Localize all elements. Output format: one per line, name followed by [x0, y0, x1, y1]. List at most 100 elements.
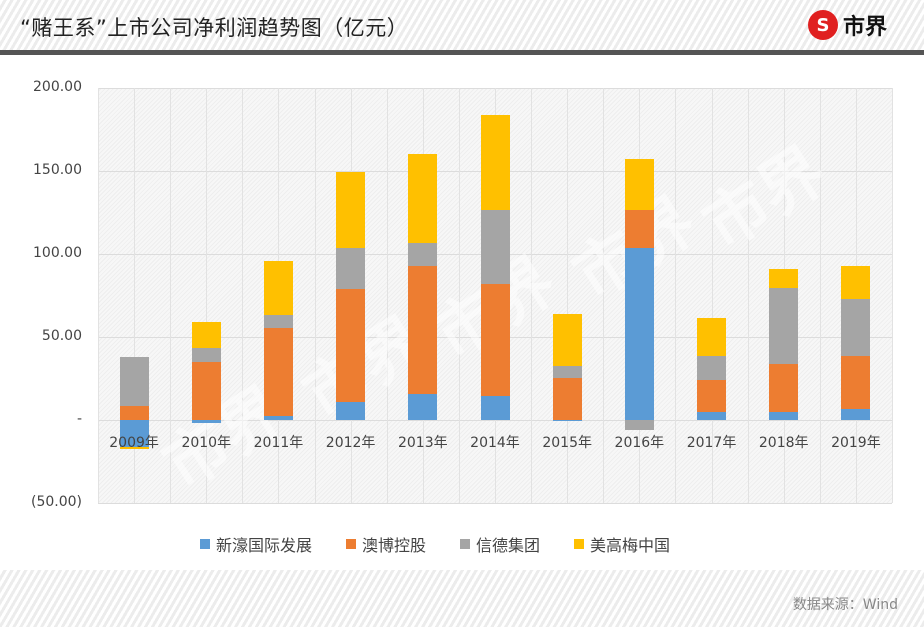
legend-swatch-icon [574, 539, 585, 549]
header-divider [0, 50, 924, 55]
page-title: “赌王系”上市公司净利润趋势图（亿元） [20, 16, 409, 40]
bar-segment [119, 406, 149, 420]
gridline-vertical [567, 88, 569, 503]
watermark: 市界 [691, 133, 840, 265]
bar-segment [263, 416, 293, 420]
bar-segment [769, 268, 799, 289]
y-tick-label: - [76, 411, 82, 427]
gridline-vertical [206, 88, 208, 503]
bar-segment [408, 265, 438, 394]
x-tick-label: 2017年 [686, 435, 737, 451]
gridline-vertical [892, 88, 893, 503]
x-tick-label: 2014年 [470, 435, 520, 451]
y-tick-label: 100.00 [33, 245, 82, 261]
brand-logo: S 市界 [808, 9, 887, 41]
x-tick-label: 2010年 [181, 435, 232, 451]
gridline-vertical [603, 88, 605, 503]
bar-segment [697, 355, 727, 380]
bar-segment [697, 412, 727, 420]
bar-segment [624, 420, 654, 430]
bar-segment [263, 328, 293, 416]
bar-segment [769, 412, 799, 420]
bar-segment [191, 420, 221, 424]
gridline-vertical [531, 88, 533, 503]
data-source: 数据来源：Wind [792, 597, 898, 613]
bar-segment [336, 248, 366, 290]
bar-segment [480, 395, 510, 420]
x-tick-label: 2011年 [253, 435, 304, 451]
bar-segment [336, 402, 366, 420]
bar-segment [624, 210, 654, 248]
legend-item: 澳博控股 [346, 532, 426, 556]
bar-segment [480, 284, 510, 396]
bar-segment [769, 364, 799, 413]
bar-segment [263, 314, 293, 329]
x-tick-label: 2018年 [758, 435, 809, 451]
legend: 新濠国际发展 澳博控股 信德集团 美高梅中国 [200, 532, 670, 556]
gridline-horizontal [98, 503, 892, 504]
bar-segment [191, 361, 221, 420]
bar-segment [841, 265, 871, 299]
bar-segment [263, 260, 293, 315]
gridline-vertical [675, 88, 677, 503]
gridline-vertical [386, 88, 388, 503]
plot-area: 市界市界市界市界市界 [98, 88, 893, 504]
bar-segment [119, 446, 149, 450]
bar-segment [624, 159, 654, 210]
bar-segment [624, 248, 654, 420]
legend-label: 新濠国际发展 [216, 536, 313, 555]
y-tick-label: 200.00 [33, 79, 82, 95]
bar-segment [336, 171, 366, 248]
bar-segment [408, 154, 438, 244]
y-tick-label: (50.00) [30, 494, 82, 510]
y-tick-label: 150.00 [33, 162, 82, 178]
bar-segment [552, 378, 582, 420]
bar-segment [408, 243, 438, 266]
y-tick-label: 50.00 [41, 328, 82, 344]
x-tick-label: 2016年 [614, 435, 665, 451]
bar-segment [408, 393, 438, 420]
gridline-vertical [711, 88, 713, 503]
bar-segment [119, 356, 149, 407]
bar-segment [119, 420, 149, 447]
legend-item: 信德集团 [460, 532, 540, 556]
x-tick-label: 2009年 [109, 435, 159, 451]
gridline-vertical [170, 88, 172, 503]
bar-segment [480, 210, 510, 285]
bar-segment [697, 318, 727, 356]
bar-segment [769, 288, 799, 365]
legend-label: 澳博控股 [362, 536, 427, 555]
x-tick-label: 2019年 [831, 435, 881, 451]
gridline-vertical [819, 88, 821, 503]
bar-segment [841, 355, 871, 410]
bar-segment [841, 409, 871, 420]
x-tick-label: 2015年 [542, 435, 592, 451]
bar-segment [191, 347, 221, 362]
gridline-vertical [242, 88, 244, 503]
legend-label: 美高梅中国 [590, 536, 671, 555]
bar-segment [552, 313, 582, 367]
bar-segment [480, 115, 510, 210]
legend-label: 信德集团 [476, 536, 541, 555]
footer: 数据来源：Wind [0, 570, 924, 627]
logo-icon: S [808, 10, 838, 40]
bar-segment [552, 419, 582, 421]
legend-swatch-icon [200, 539, 210, 549]
legend-swatch-icon [460, 539, 471, 549]
gridline-vertical [458, 88, 460, 503]
logo-text: 市界 [843, 15, 888, 40]
gridline-vertical [134, 88, 136, 503]
bar-segment [552, 366, 582, 378]
header: “赌王系”上市公司净利润趋势图（亿元） S 市界 [0, 0, 924, 50]
bar-segment [697, 379, 727, 413]
x-tick-label: 2012年 [325, 435, 376, 451]
x-tick-label: 2013年 [397, 435, 448, 451]
bar-segment [191, 322, 221, 348]
bar-segment [336, 289, 366, 403]
legend-item: 新濠国际发展 [200, 532, 312, 556]
legend-item: 美高梅中国 [574, 532, 670, 556]
bar-segment [841, 298, 871, 356]
legend-swatch-icon [346, 539, 357, 549]
gridline-vertical [98, 88, 99, 503]
gridline-vertical [314, 88, 316, 503]
